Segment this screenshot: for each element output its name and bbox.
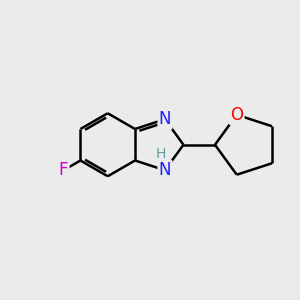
Text: F: F (59, 161, 68, 179)
Text: O: O (230, 106, 243, 124)
Text: N: N (159, 161, 171, 179)
Text: H: H (155, 147, 166, 161)
Text: N: N (159, 110, 171, 128)
